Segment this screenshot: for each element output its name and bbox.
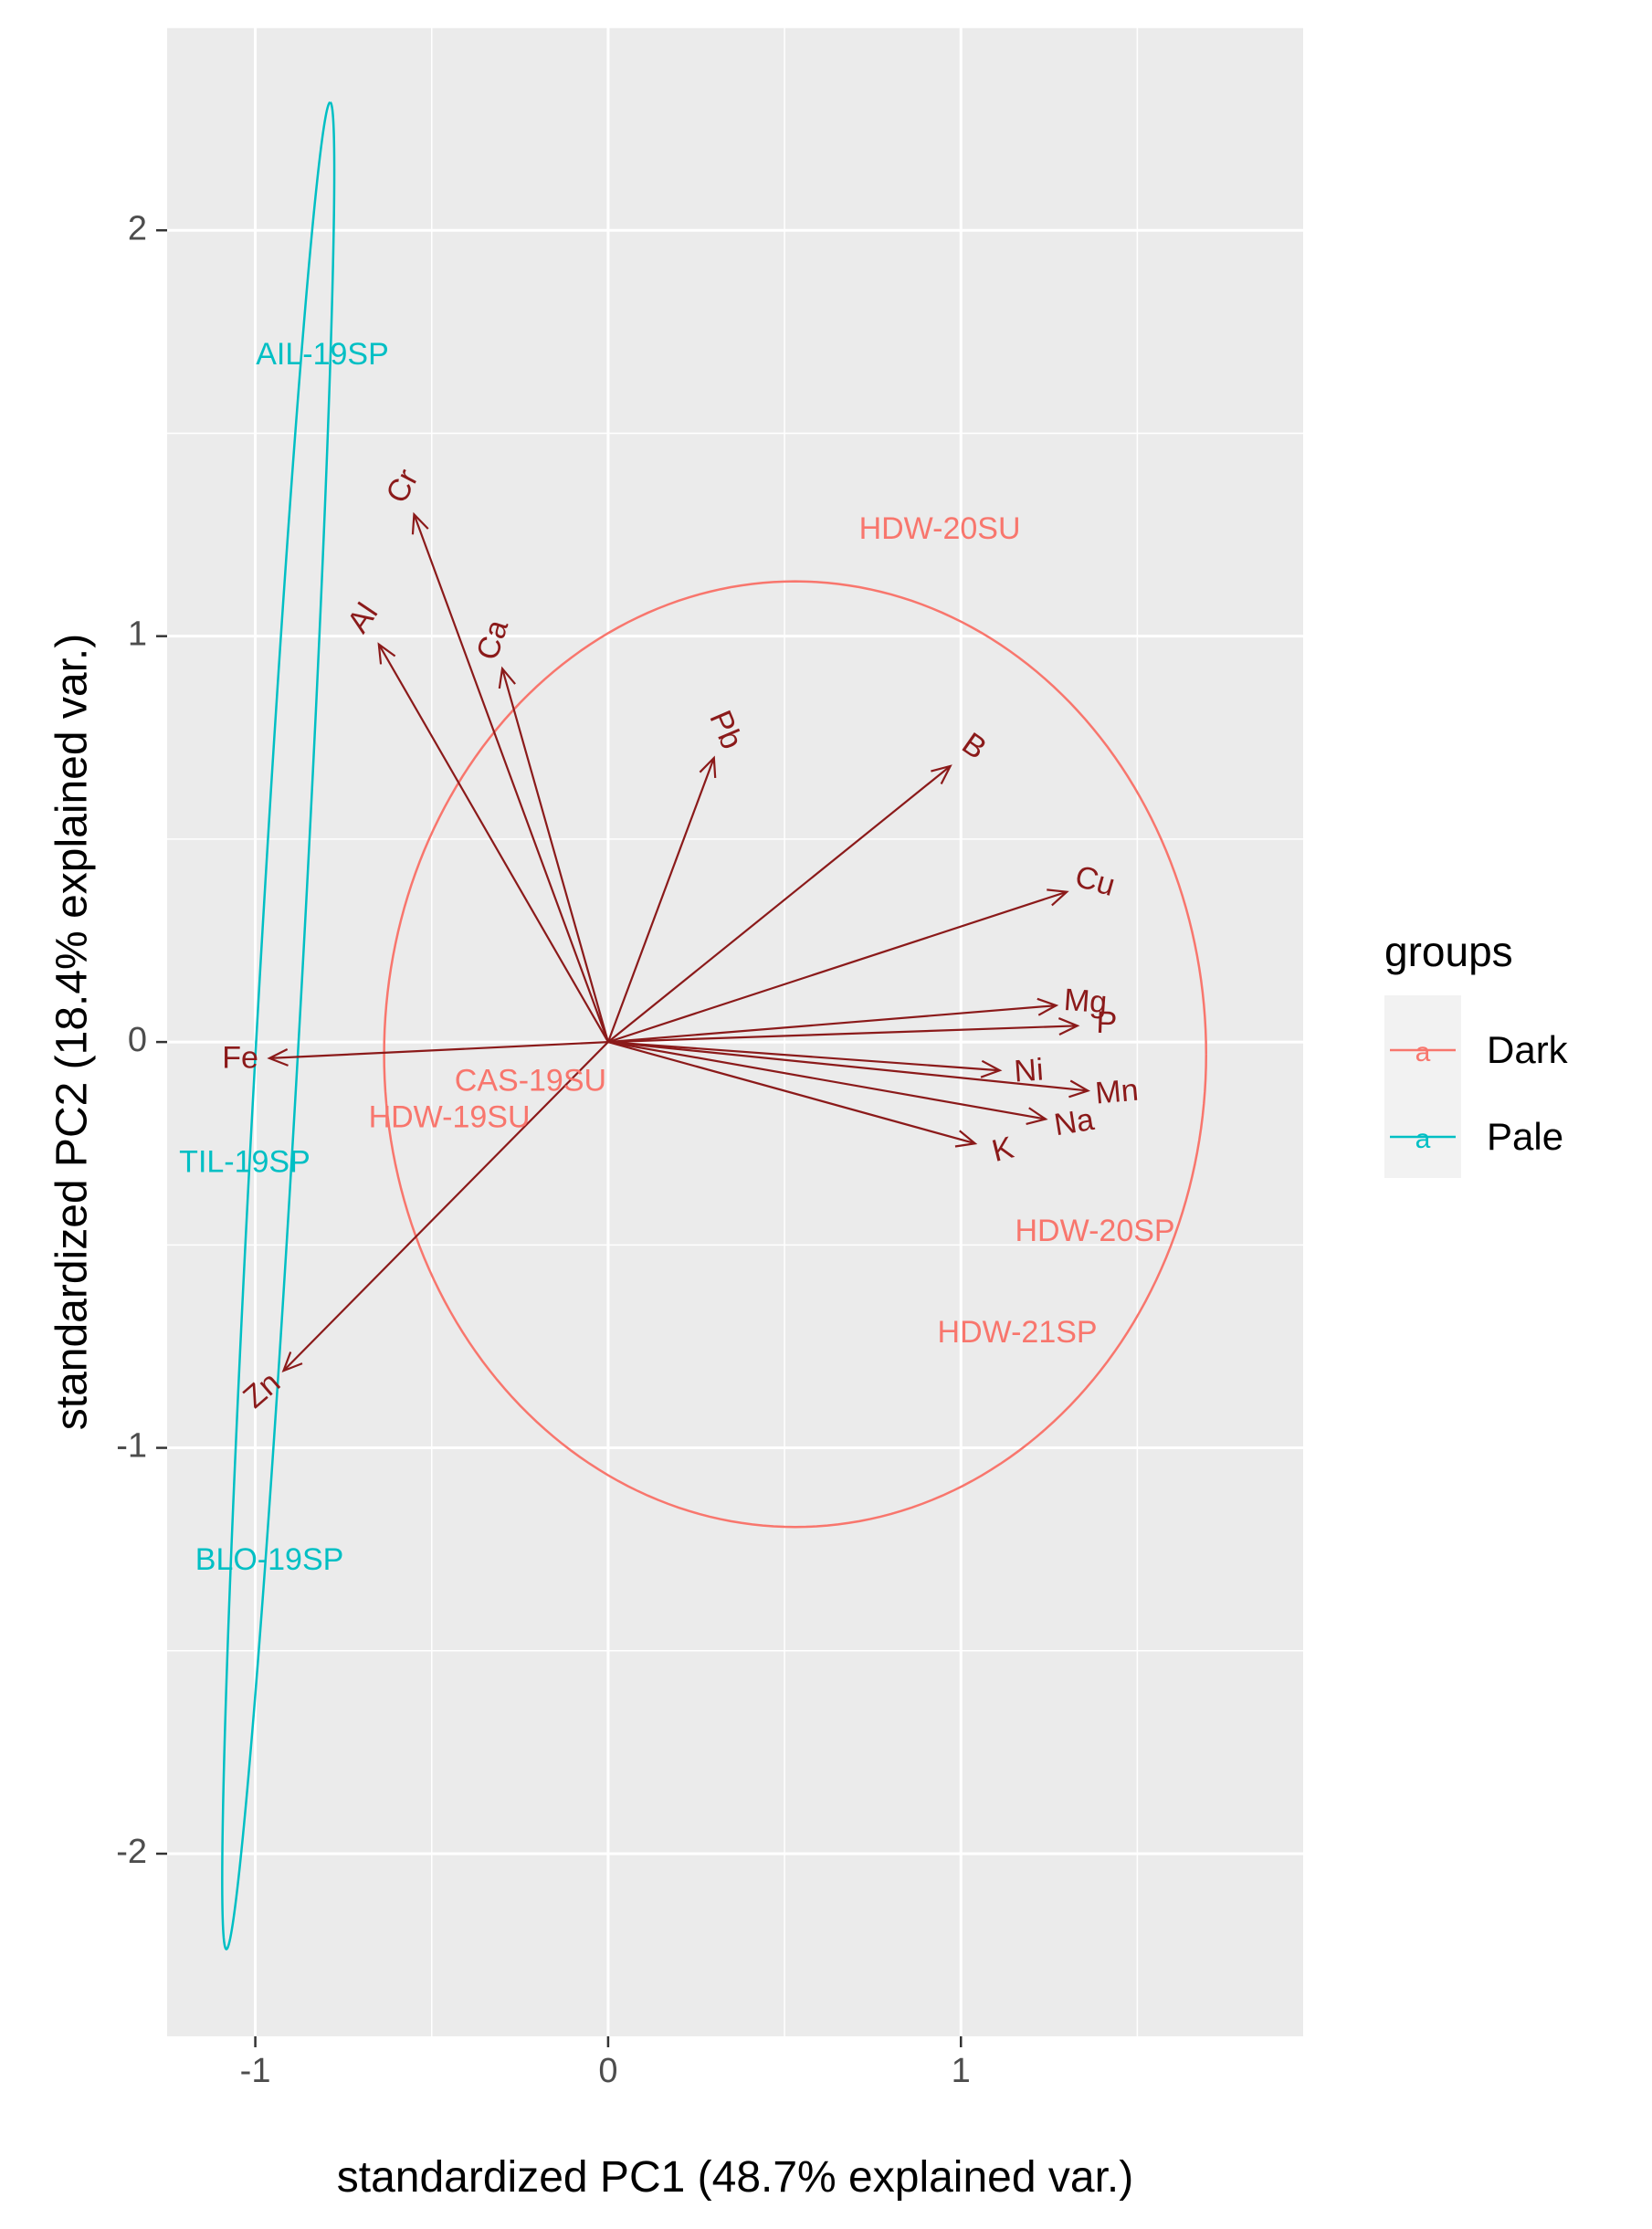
group-ellipses (221, 100, 1208, 1950)
loading-arrow-cr (411, 511, 609, 1043)
major-gridlines (167, 27, 1303, 2036)
dark-group-ellipse (383, 580, 1208, 1529)
x-axis-ticks: -1 0 1 (240, 2036, 971, 2090)
legend-label: Dark (1487, 1028, 1569, 1071)
loading-label-ni: Ni (1013, 1052, 1045, 1088)
loading-label-mg: Mg (1063, 983, 1109, 1020)
y-tick-label: 1 (128, 615, 147, 654)
loading-arrow-p (607, 1017, 1080, 1044)
loading-arrow-cu (607, 888, 1069, 1044)
loading-arrow-mg (607, 997, 1059, 1044)
loading-arrow-k (607, 1041, 978, 1148)
loading-arrow-b (607, 764, 952, 1043)
sample-label: BLO-19SP (195, 1542, 344, 1577)
loading-label-mn: Mn (1094, 1073, 1140, 1111)
x-tick-label: 0 (598, 2052, 617, 2090)
sample-label: HDW-20SU (859, 511, 1021, 546)
y-tick-label: 2 (128, 209, 147, 247)
legend-label: Pale (1487, 1115, 1563, 1158)
loading-label-na: Na (1052, 1102, 1097, 1142)
sample-labels: AIL-19SP TIL-19SP BLO-19SP HDW-20SU CAS-19SU… (179, 337, 1174, 1577)
y-axis-ticks: -2 -1 0 1 2 (116, 209, 167, 1871)
sample-label: TIL-19SP (179, 1144, 310, 1179)
loading-arrow-zn (281, 1041, 609, 1373)
x-axis-label: standardized PC1 (48.7% explained var.) (337, 2153, 1134, 2202)
y-axis-label: standardized PC2 (18.4% explained var.) (48, 634, 97, 1431)
loading-arrow-al (377, 642, 609, 1043)
sample-label: HDW-20SP (1015, 1214, 1175, 1248)
pale-group-ellipse (221, 100, 336, 1950)
legend-title: groups (1384, 928, 1513, 975)
legend-key-symbol: a (1415, 1124, 1431, 1154)
sample-label: CAS-19SU (455, 1064, 606, 1099)
legend-key-background (1384, 995, 1461, 1178)
loading-arrow-ni (607, 1041, 1003, 1078)
y-tick-label: -2 (116, 1833, 147, 1871)
sample-label: AIL-19SP (256, 337, 389, 372)
y-tick-label: -1 (116, 1427, 147, 1466)
loading-arrow-fe (267, 1041, 608, 1067)
x-tick-label: 1 (952, 2052, 971, 2090)
loading-arrow-mn (607, 1041, 1091, 1099)
loading-label-p: P (1096, 1005, 1118, 1041)
legend-item-dark: a Dark (1390, 1028, 1569, 1071)
legend-key-symbol: a (1415, 1037, 1431, 1067)
loading-arrow-ca (498, 666, 609, 1043)
sample-label: HDW-21SP (938, 1315, 1098, 1350)
x-tick-label: -1 (240, 2052, 271, 2090)
legend-item-pale: a Pale (1390, 1115, 1563, 1158)
loading-arrow-pb (606, 755, 717, 1043)
legend: groups a Dark a Pale (1384, 928, 1569, 1178)
loading-label-fe: Fe (222, 1040, 258, 1075)
y-tick-label: 0 (128, 1021, 147, 1059)
minor-gridlines (167, 26, 1303, 2036)
loading-arrows (267, 511, 1091, 1373)
sample-label: HDW-19SU (369, 1100, 531, 1135)
loading-arrow-na (607, 1041, 1048, 1125)
